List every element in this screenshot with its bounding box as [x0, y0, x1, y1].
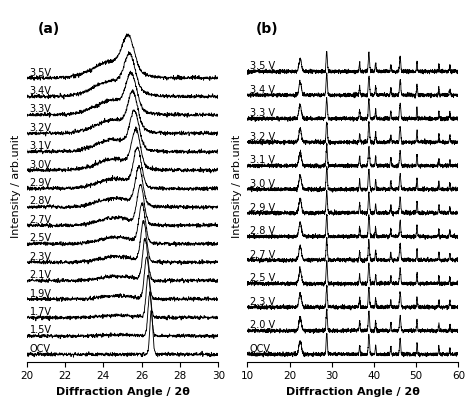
Text: 3.3V: 3.3V: [30, 104, 51, 114]
Text: 2.0 V: 2.0 V: [249, 320, 275, 330]
Text: 2.5 V: 2.5 V: [249, 273, 275, 283]
Text: (a): (a): [38, 22, 60, 35]
Text: 1.9V: 1.9V: [30, 288, 51, 299]
Text: (b): (b): [256, 22, 278, 35]
Text: 2.9 V: 2.9 V: [249, 202, 275, 213]
Text: 3.3 V: 3.3 V: [249, 108, 275, 118]
Text: 2.3 V: 2.3 V: [249, 297, 275, 307]
Text: 2.5V: 2.5V: [30, 233, 52, 243]
X-axis label: Diffraction Angle / 2θ: Diffraction Angle / 2θ: [286, 387, 420, 397]
Y-axis label: Intensity / arb.unit: Intensity / arb.unit: [11, 135, 21, 238]
Text: 1.7V: 1.7V: [30, 307, 51, 317]
Text: 3.2 V: 3.2 V: [249, 132, 275, 142]
Text: 3.1V: 3.1V: [30, 141, 51, 151]
Text: 3.0 V: 3.0 V: [249, 179, 275, 189]
Y-axis label: Intensity / arb.unit: Intensity / arb.unit: [232, 135, 242, 238]
Text: 2.8 V: 2.8 V: [249, 226, 275, 236]
Text: 2.1V: 2.1V: [30, 270, 51, 280]
Text: 3.4V: 3.4V: [30, 86, 51, 96]
Text: 3.0V: 3.0V: [30, 160, 51, 170]
Text: 2.7V: 2.7V: [30, 215, 52, 225]
Text: 1.5V: 1.5V: [30, 326, 51, 335]
Text: 2.8V: 2.8V: [30, 197, 51, 206]
Text: 3.2V: 3.2V: [30, 123, 51, 133]
Text: 2.9V: 2.9V: [30, 178, 51, 188]
Text: 3.4 V: 3.4 V: [249, 85, 275, 95]
Text: 2.3V: 2.3V: [30, 252, 51, 262]
Text: OCV: OCV: [30, 344, 50, 354]
Text: 3.5 V: 3.5 V: [249, 61, 275, 71]
Text: OCV: OCV: [249, 344, 270, 354]
Text: 2.7 V: 2.7 V: [249, 250, 275, 259]
X-axis label: Diffraction Angle / 2θ: Diffraction Angle / 2θ: [56, 387, 189, 397]
Text: 3.1 V: 3.1 V: [249, 155, 275, 165]
Text: 3.5V: 3.5V: [30, 68, 51, 78]
